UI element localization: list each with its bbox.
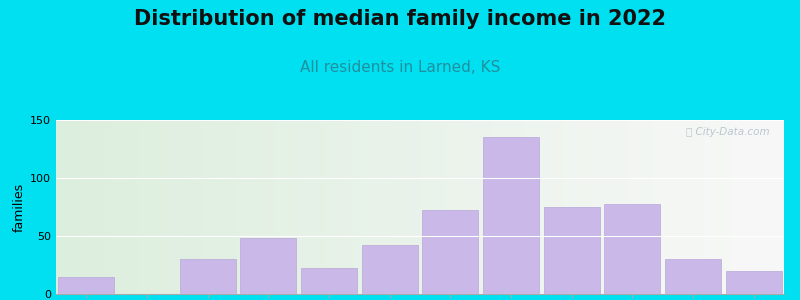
Bar — [665, 259, 721, 294]
Bar — [605, 203, 660, 294]
Y-axis label: families: families — [13, 182, 26, 232]
Bar — [483, 137, 539, 294]
Text: All residents in Larned, KS: All residents in Larned, KS — [300, 60, 500, 75]
Bar — [301, 268, 357, 294]
Bar — [362, 245, 418, 294]
Bar — [180, 259, 235, 294]
Bar — [58, 277, 114, 294]
Bar — [726, 271, 782, 294]
Bar — [544, 207, 599, 294]
Text: Distribution of median family income in 2022: Distribution of median family income in … — [134, 9, 666, 29]
Bar — [422, 211, 478, 294]
Bar — [241, 238, 296, 294]
Text: ⓘ City-Data.com: ⓘ City-Data.com — [686, 127, 770, 137]
